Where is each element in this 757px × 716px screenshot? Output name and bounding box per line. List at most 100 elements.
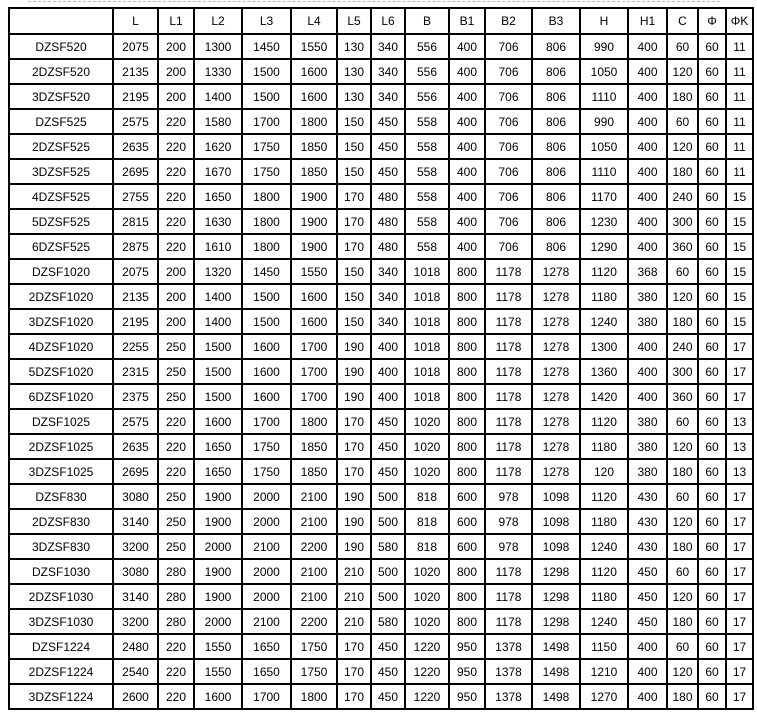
value-cell-H: 990 [579,108,629,135]
value-cell-L4: 2200 [290,608,338,635]
table-row: DZSF830 3080 250 1900 2000 2100 190 500 818 600 97… [8,483,754,510]
value-cell-H: 1150 [579,633,629,660]
value-cell-H1: 400 [627,383,668,410]
value-cell-L3: 1750 [241,458,292,485]
value-cell-L6: 500 [370,558,406,585]
value-cell-L4: 1600 [290,283,338,310]
value-cell-L4: 1800 [290,408,338,435]
value-cell-L2: 1580 [193,108,243,135]
model-cell: 3DZSF520 [8,83,114,110]
value-cell-C: 60 [666,633,699,660]
value-cell-L3: 1600 [241,358,292,385]
value-cell-ΦK: 15 [725,208,754,235]
value-cell-L3: 1500 [241,283,292,310]
value-cell-Φ: 60 [697,483,727,510]
value-cell-B: 818 [404,483,450,510]
value-cell-C: 120 [666,283,699,310]
value-cell-L3: 1600 [241,383,292,410]
value-cell-B: 1220 [404,633,450,660]
value-cell-B1: 600 [448,508,486,535]
value-cell-L: 2135 [112,58,159,85]
model-cell: 3DZSF1020 [8,308,114,335]
value-cell-ΦK: 15 [725,183,754,210]
value-cell-L2: 1600 [193,408,243,435]
value-cell-L4: 2100 [290,583,338,610]
value-cell-L: 2635 [112,133,159,160]
value-cell-ΦK: 13 [725,408,754,435]
value-cell-B3: 1278 [531,408,581,435]
value-cell-ΦK: 17 [725,658,754,685]
column-header-l: L [112,7,159,35]
value-cell-L1: 220 [157,208,195,235]
table-row: 6DZSF1020 2375 250 1500 1600 1700 190 400 1018 80… [8,383,754,410]
value-cell-L6: 400 [370,358,406,385]
value-cell-H: 1290 [579,233,629,260]
value-cell-L1: 200 [157,33,195,60]
value-cell-B: 1020 [404,558,450,585]
value-cell-L4: 1600 [290,58,338,85]
value-cell-B2: 1378 [484,683,533,710]
value-cell-Φ: 60 [697,633,727,660]
column-header-φk: ΦK [725,7,754,35]
value-cell-B3: 806 [531,183,581,210]
value-cell-L: 2695 [112,458,159,485]
value-cell-L6: 340 [370,33,406,60]
value-cell-L2: 1550 [193,658,243,685]
value-cell-H1: 400 [627,133,668,160]
value-cell-B1: 950 [448,633,486,660]
value-cell-B1: 400 [448,208,486,235]
table-row: 2DZSF520 2135 200 1330 1500 1600 130 340 556 400 7… [8,58,754,85]
value-cell-B3: 806 [531,108,581,135]
value-cell-B1: 400 [448,158,486,185]
value-cell-L6: 340 [370,258,406,285]
value-cell-H: 1180 [579,433,629,460]
value-cell-L1: 250 [157,383,195,410]
value-cell-B2: 1378 [484,658,533,685]
value-cell-H1: 400 [627,633,668,660]
model-cell: 3DZSF830 [8,533,114,560]
value-cell-L3: 1750 [241,158,292,185]
value-cell-L1: 280 [157,608,195,635]
value-cell-L2: 1900 [193,508,243,535]
value-cell-L6: 340 [370,283,406,310]
value-cell-L5: 130 [336,58,372,85]
value-cell-Φ: 60 [697,158,727,185]
value-cell-H: 1120 [579,408,629,435]
model-cell: DZSF525 [8,108,114,135]
value-cell-B2: 1178 [484,433,533,460]
value-cell-L5: 170 [336,233,372,260]
value-cell-Φ: 60 [697,133,727,160]
value-cell-L6: 450 [370,458,406,485]
column-header-l2: L2 [193,7,243,35]
value-cell-H: 1240 [579,533,629,560]
value-cell-L2: 1550 [193,633,243,660]
model-cell: 4DZSF525 [8,183,114,210]
value-cell-L3: 1500 [241,58,292,85]
value-cell-B2: 706 [484,133,533,160]
value-cell-L4: 1800 [290,108,338,135]
value-cell-L2: 1670 [193,158,243,185]
value-cell-C: 180 [666,158,699,185]
value-cell-B1: 600 [448,533,486,560]
value-cell-Φ: 60 [697,83,727,110]
value-cell-H1: 368 [627,258,668,285]
value-cell-L5: 130 [336,33,372,60]
value-cell-H: 1180 [579,508,629,535]
column-header-l1: L1 [157,7,195,35]
value-cell-L: 3200 [112,533,159,560]
value-cell-C: 120 [666,58,699,85]
value-cell-ΦK: 17 [725,358,754,385]
value-cell-L1: 220 [157,133,195,160]
value-cell-B3: 1278 [531,283,581,310]
value-cell-L5: 150 [336,158,372,185]
value-cell-B2: 1178 [484,258,533,285]
value-cell-L1: 220 [157,158,195,185]
value-cell-L1: 250 [157,483,195,510]
value-cell-B: 558 [404,158,450,185]
table-row: DZSF1020 2075 200 1320 1450 1550 150 340 1018 800… [8,258,754,285]
value-cell-L1: 220 [157,633,195,660]
value-cell-H1: 380 [627,458,668,485]
value-cell-Φ: 60 [697,33,727,60]
value-cell-ΦK: 17 [725,333,754,360]
table-row: 3DZSF1030 3200 280 2000 2100 2200 210 580 1020 80… [8,608,754,635]
